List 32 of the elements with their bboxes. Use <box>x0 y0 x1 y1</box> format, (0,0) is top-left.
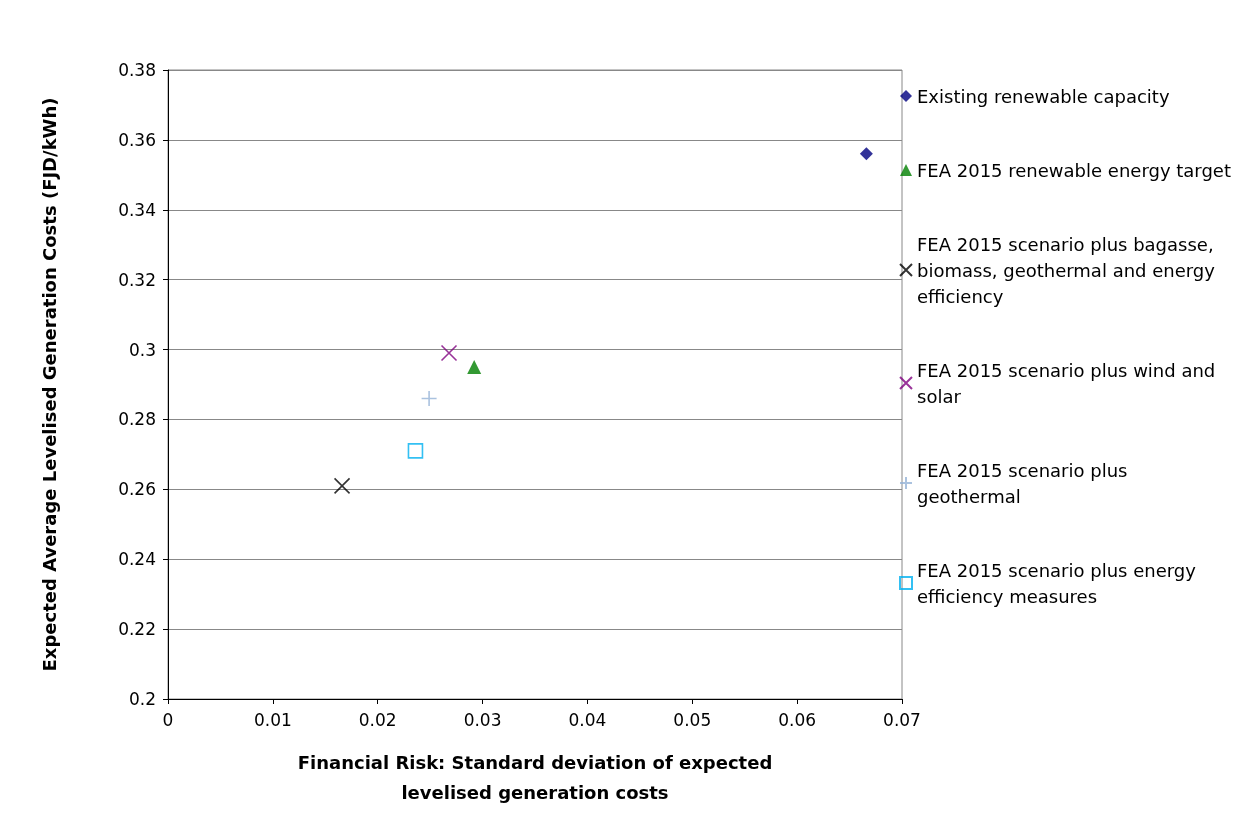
y-tick-label: 0.2 <box>128 689 156 709</box>
x-tick-label: 0.06 <box>778 709 817 730</box>
legend-label: FEA 2015 scenario plus energy efficiency measures <box>917 559 1202 607</box>
x-tick-label: 0.04 <box>568 709 607 730</box>
y-axis-title: Expected Average Levelised Generation Costs (FJD/kWh) <box>38 97 60 672</box>
x-tick-label: 0.05 <box>673 709 712 730</box>
y-tick-label: 0.3 <box>128 339 156 360</box>
x-tick-label: 0.07 <box>883 709 921 730</box>
legend-label: FEA 2015 scenario plus wind and solar <box>917 359 1222 407</box>
x-tick-label: 0 <box>162 709 174 730</box>
x-tick-label: 0.02 <box>358 709 397 730</box>
point <box>333 477 351 495</box>
x-tick-label: 0.01 <box>253 709 292 730</box>
legend-label: FEA 2015 renewable energy target <box>917 159 1231 181</box>
y-tick-label: 0.32 <box>118 269 156 290</box>
y-tick-label: 0.28 <box>118 409 156 430</box>
y-tick-label: 0.22 <box>118 619 156 640</box>
legend-label: FEA 2015 scenario plus geothermal <box>917 459 1134 507</box>
point <box>440 344 458 362</box>
x-axis-title: Financial Risk: Standard deviation of expected levelised generation costs <box>297 751 773 803</box>
y-tick-label: 0.26 <box>118 479 156 500</box>
y-tick-label: 0.34 <box>118 199 156 220</box>
x-tick-label: 0.03 <box>463 709 502 730</box>
point <box>407 443 424 459</box>
point <box>859 147 873 161</box>
legend-label: FEA 2015 scenario plus bagasse, biomass, geothermal and energy efficiency <box>917 233 1221 307</box>
point <box>420 390 438 407</box>
y-tick-label: 0.36 <box>118 129 156 150</box>
y-tick-label: 0.38 <box>118 60 156 80</box>
legend-label: Existing renewable capacity <box>917 85 1170 107</box>
y-tick-label: 0.24 <box>118 549 156 570</box>
point <box>467 360 482 375</box>
